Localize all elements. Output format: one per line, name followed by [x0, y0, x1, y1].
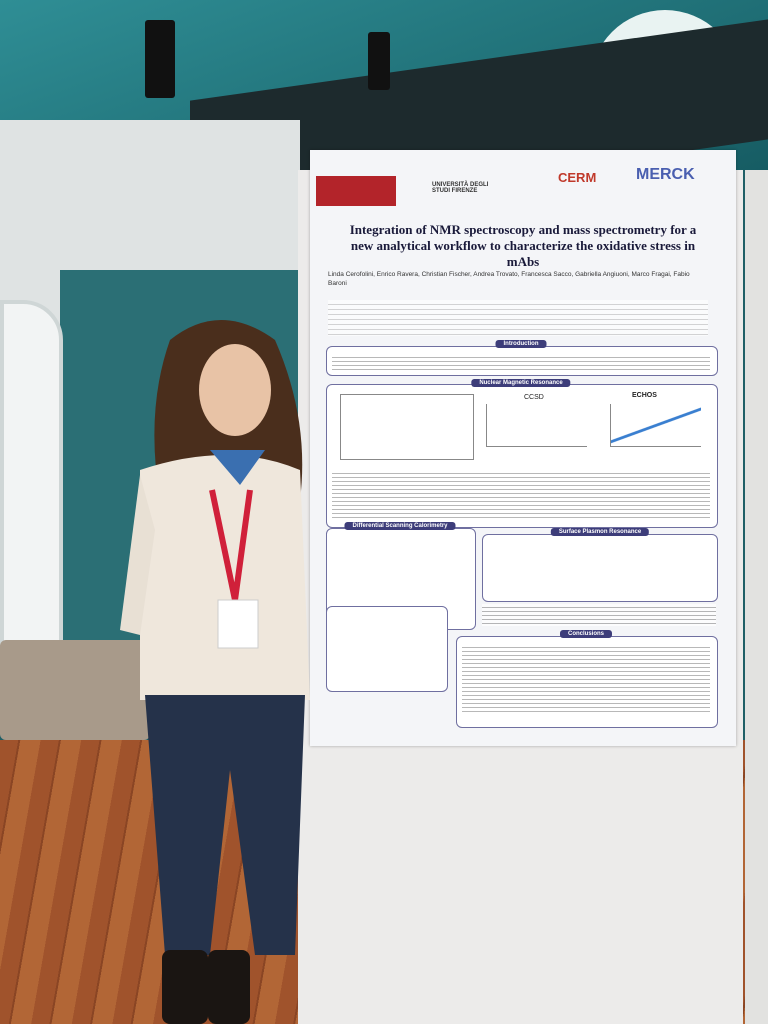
window [0, 300, 63, 688]
collar [210, 450, 265, 485]
boot [162, 950, 208, 1024]
boot [208, 950, 250, 1024]
spr-box [482, 534, 718, 602]
section-heading: Differential Scanning Calorimetry [344, 522, 456, 530]
nmr-text [332, 470, 710, 520]
badge [217, 599, 259, 649]
logo-merck: MERCK [636, 166, 695, 183]
authors: Linda Cerofolini, Enrico Ravera, Christi… [328, 271, 690, 287]
jeans [145, 695, 305, 955]
lamp [145, 20, 175, 98]
section-heading: Surface Plasmon Resonance [550, 528, 650, 536]
bench [0, 640, 150, 740]
section-heading: Conclusions [559, 630, 613, 638]
ccsd-plot [486, 404, 587, 447]
section-heading: Nuclear Magnetic Resonance [471, 379, 571, 387]
poster-title: Integration of NMR spectroscopy and mass… [349, 222, 697, 269]
person [120, 320, 310, 1024]
plot-label: ECHOS [632, 392, 657, 399]
intro-text [332, 354, 710, 370]
side-board [745, 170, 768, 1024]
plot-label: CCSD [524, 394, 544, 401]
spr-text [482, 604, 716, 626]
conclusions-text [462, 644, 710, 714]
echos-plot [610, 404, 701, 447]
logo-unifi: UNIVERSITÀ DEGLI STUDI FIRENZE [432, 182, 489, 194]
face [199, 344, 271, 436]
table-box [326, 606, 448, 692]
banner [316, 176, 396, 206]
lamp [368, 32, 390, 90]
poster: UNIVERSITÀ DEGLI STUDI FIRENZE CERM MERC… [310, 150, 736, 746]
logo-cerm: CERM [558, 170, 597, 185]
sweater [140, 455, 310, 700]
section-heading: Introduction [495, 340, 547, 348]
affiliations [328, 300, 708, 336]
nmr-plot [340, 394, 474, 460]
arm [120, 475, 155, 635]
